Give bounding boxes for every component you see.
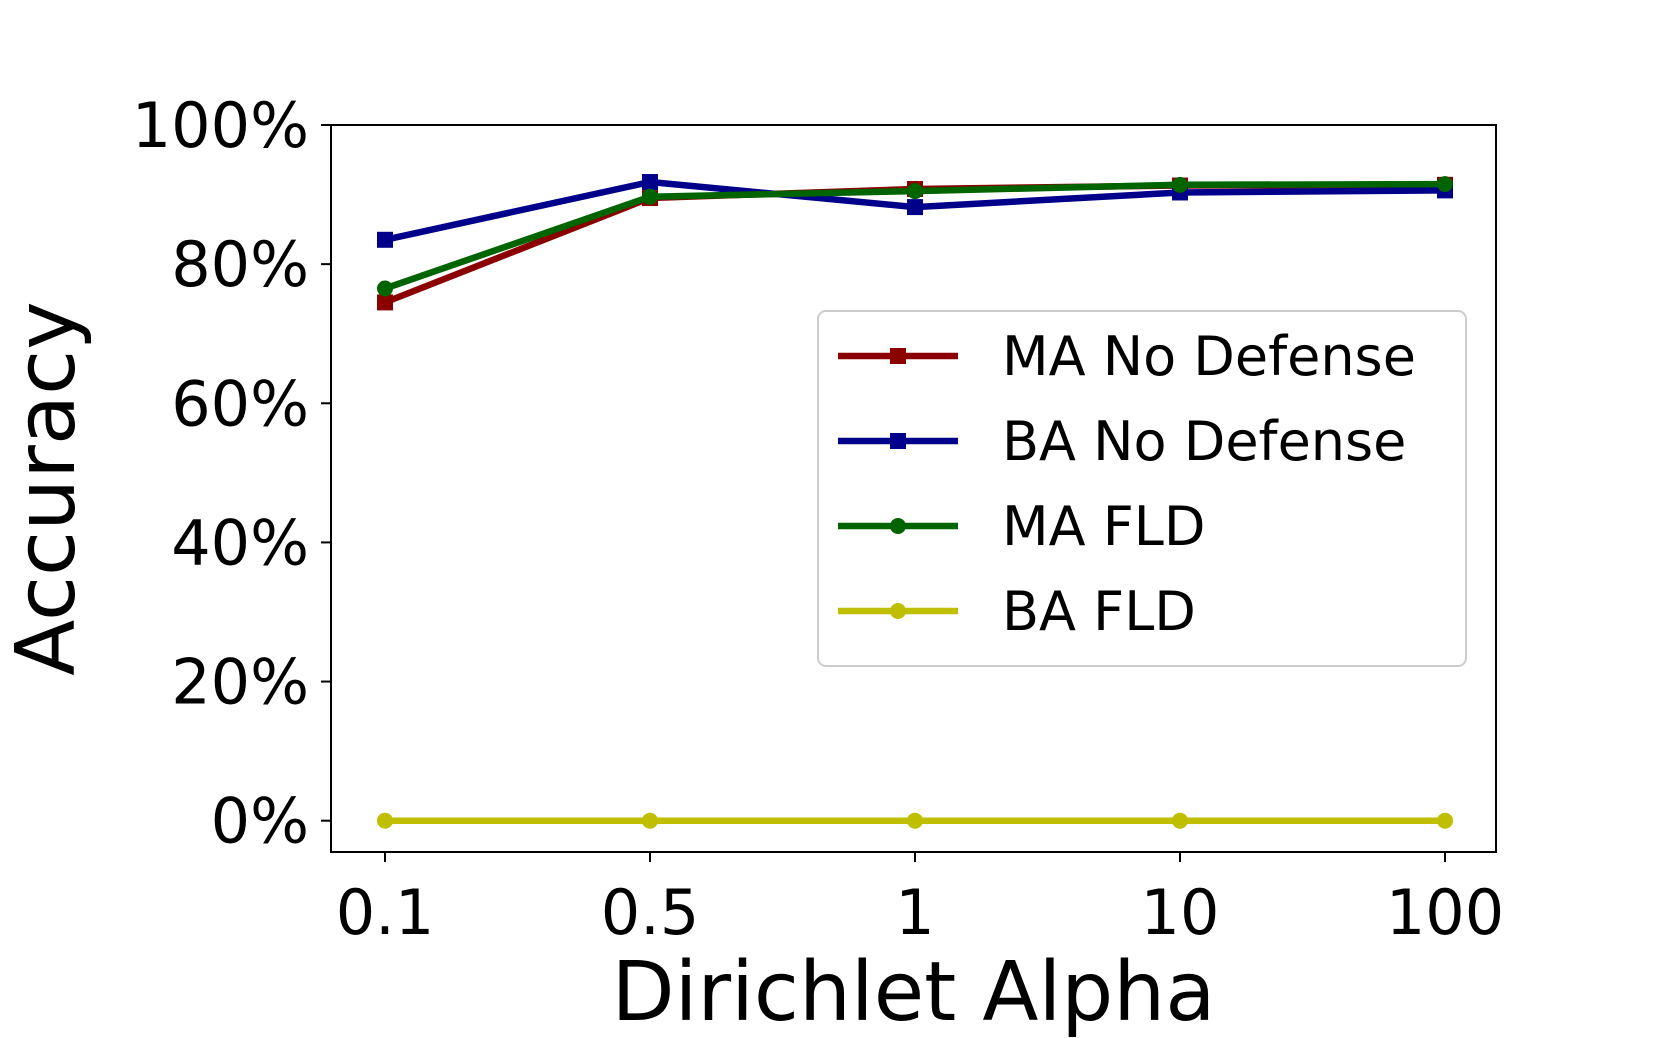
data-point-marker — [1172, 176, 1188, 193]
legend-label: MA No Defense — [1002, 325, 1416, 388]
data-point-marker — [377, 280, 393, 297]
data-point-marker — [377, 812, 393, 829]
data-point-marker — [642, 174, 658, 191]
x-tick-label: 0.1 — [336, 876, 435, 949]
legend-label: MA FLD — [1002, 495, 1205, 558]
x-axis-title: Dirichlet Alpha — [611, 945, 1215, 1038]
data-point-marker — [1437, 812, 1453, 829]
data-point-marker — [642, 812, 658, 829]
x-tick-label: 0.5 — [601, 876, 700, 949]
y-tick-label: 20% — [171, 646, 309, 719]
legend-box — [817, 310, 1467, 667]
legend-marker — [890, 348, 906, 364]
data-point-marker — [377, 294, 393, 311]
x-tick-label: 100 — [1386, 876, 1504, 949]
plot-frame — [330, 124, 1497, 853]
axis-layer: 0% 20% 40% 60% 80% 100% 0.1 0.5 1 10 100 — [132, 89, 1504, 949]
legend-marker — [890, 603, 906, 619]
x-tick-label: 1 — [895, 876, 934, 949]
legend: MA No Defense BA No Defense MA FLD BA FLD — [817, 310, 1467, 667]
data-point-marker — [907, 812, 923, 829]
data-point-marker — [377, 231, 393, 248]
y-tick-label: 60% — [171, 367, 309, 440]
data-point-marker — [1172, 812, 1188, 829]
y-tick-label: 80% — [171, 228, 309, 301]
y-tick-label: 40% — [171, 506, 309, 579]
x-tick-label: 10 — [1141, 876, 1220, 949]
legend-label: BA No Defense — [1002, 410, 1406, 473]
y-axis-title: Accuracy — [0, 301, 94, 675]
plot-layer — [377, 174, 1453, 829]
data-point-marker — [642, 188, 658, 205]
data-point-marker — [907, 199, 923, 216]
y-tick-label: 0% — [211, 785, 309, 858]
data-point-marker — [907, 183, 923, 200]
legend-marker — [890, 433, 906, 449]
legend-marker — [890, 518, 906, 534]
legend-label: BA FLD — [1002, 580, 1196, 643]
data-point-marker — [1437, 176, 1453, 193]
y-tick-label: 100% — [132, 89, 309, 162]
